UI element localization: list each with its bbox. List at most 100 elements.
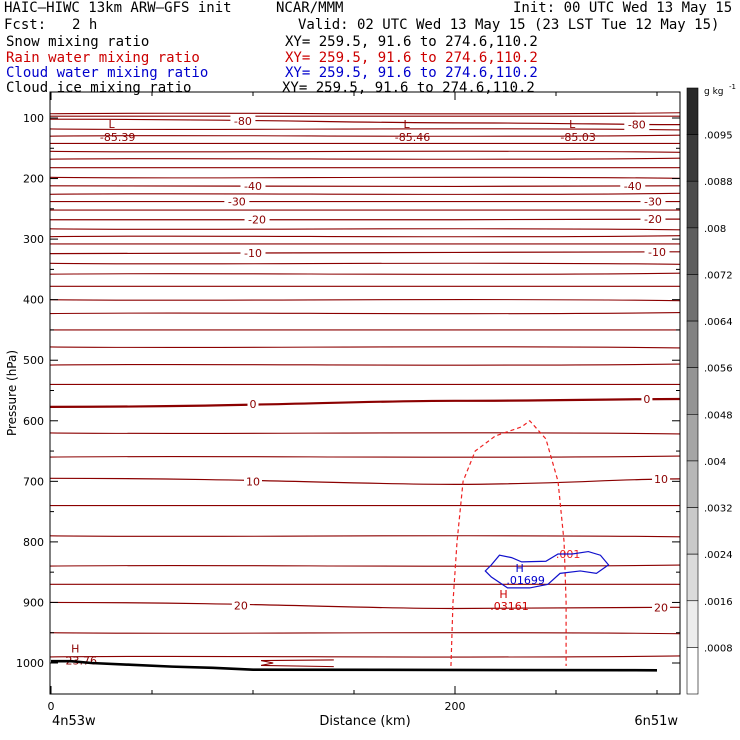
isotherm-line — [50, 228, 680, 231]
isotherm-line-labeled — [50, 218, 680, 221]
colorbar-label: .0088 — [704, 177, 733, 188]
contour-label-bg — [224, 195, 250, 208]
contour-label-bg — [640, 195, 666, 208]
valid-time: Valid: 02 UTC Wed 13 May 15 (23 LST Tue … — [298, 17, 720, 33]
contour-label-bg — [244, 213, 270, 226]
colorbar-swatch — [686, 134, 699, 182]
field-xy-cloud-water: XY= 259.5, 91.6 to 274.6,110.2 — [285, 65, 538, 81]
colorbar-swatch — [686, 274, 699, 322]
y-tick-label: 500 — [23, 354, 44, 367]
isotherm-line — [50, 192, 680, 196]
contour-label-bg — [644, 245, 670, 258]
isotherm-line — [50, 655, 680, 658]
contour-label-bg — [247, 397, 259, 410]
y-tick-label: 100 — [23, 112, 44, 125]
colorbar-label: .0048 — [704, 410, 733, 421]
isotherm-line — [50, 455, 680, 458]
y-tick-label: 900 — [23, 596, 44, 609]
colorbar-unit: g kg — [704, 87, 724, 97]
colorbar-label: .0072 — [704, 270, 733, 281]
contour-label-bg — [230, 114, 256, 127]
isotherm-line — [50, 176, 680, 179]
isotherm-line — [50, 432, 680, 435]
contour-label: 20 — [654, 601, 668, 614]
field-xy-rain: XY= 259.5, 91.6 to 274.6,110.2 — [285, 50, 538, 66]
surface-isotherm — [260, 659, 334, 668]
isotherm-line — [50, 157, 680, 160]
right-endpoint-label: 6n51w — [634, 714, 678, 729]
contour-label: -10 — [244, 247, 262, 260]
contour-label: -80 — [234, 115, 252, 128]
field-name-snow: Snow mixing ratio — [6, 34, 150, 50]
isotherm-line-labeled — [50, 397, 680, 408]
contour-label: -30 — [228, 196, 246, 209]
colorbar-swatch — [686, 414, 699, 462]
colorbar-label: .0056 — [704, 364, 733, 375]
high-marker: H — [499, 588, 507, 601]
y-tick-label: 1000 — [16, 657, 44, 670]
y-axis-label: Pressure (hPa) — [5, 350, 19, 436]
high-marker: H — [71, 643, 79, 656]
colorbar-swatch — [686, 320, 699, 368]
contour-label-bg — [244, 475, 262, 488]
low-marker: L — [403, 118, 410, 131]
contour-label: -80 — [628, 118, 646, 131]
contour-label: 10 — [654, 473, 668, 486]
colorbar-swatch — [686, 227, 699, 275]
contour-label-bg — [652, 472, 671, 485]
colorbar-swatch — [686, 460, 699, 508]
high-value: .01699 — [506, 574, 545, 587]
forecast-value: 2 h — [72, 17, 98, 33]
colorbar-swatch — [686, 87, 699, 135]
colorbar-swatch — [686, 600, 699, 648]
colorbar-label: .0064 — [704, 317, 733, 328]
y-tick-label: 200 — [23, 173, 44, 186]
contour-label: 0 — [250, 398, 257, 411]
contour-label: -10 — [648, 246, 666, 259]
colorbar-swatch — [686, 647, 699, 695]
y-tick-label: 800 — [23, 536, 44, 549]
high-marker: H — [515, 562, 523, 575]
contour-label-bg — [624, 118, 650, 131]
high-value: .03161 — [490, 600, 529, 613]
contour-label-bg — [640, 213, 666, 226]
isotherm-line-labeled — [50, 251, 680, 255]
isotherm-line — [50, 128, 680, 131]
colorbar-swatch — [686, 553, 699, 602]
contour-label: 10 — [246, 475, 260, 488]
colorbar-label: .0008 — [704, 643, 733, 654]
isotherm-line — [50, 112, 680, 115]
isotherm-line — [50, 632, 680, 635]
x-axis-label: Distance (km) — [319, 714, 410, 729]
field-xy-snow: XY= 259.5, 91.6 to 274.6,110.2 — [285, 34, 538, 50]
plot-frame — [49, 91, 681, 695]
colorbar-label: .0032 — [704, 504, 733, 515]
isotherm-line — [50, 262, 680, 265]
isotherm-line — [50, 346, 680, 349]
colorbar-label: .0095 — [704, 131, 733, 142]
isotherm-line — [50, 134, 680, 137]
isotherm-line — [50, 298, 680, 302]
isotherm-line-labeled — [50, 185, 680, 188]
colorbar-label: .0016 — [704, 597, 733, 608]
y-tick-label: 600 — [23, 415, 44, 428]
left-endpoint-label: 4n53w — [52, 714, 96, 729]
isotherm-line — [50, 564, 680, 567]
y-tick-label: 700 — [23, 475, 44, 488]
y-tick-label: 300 — [23, 233, 44, 246]
colorbar-swatch — [686, 367, 699, 415]
init-time: Init: 00 UTC Wed 13 May 15 — [513, 0, 733, 16]
colorbar-label: .008 — [704, 224, 726, 235]
isotherm-line-labeled — [50, 118, 680, 126]
contour-label-bg — [240, 247, 266, 260]
low-value: -85.03 — [560, 131, 595, 144]
contour-label-bg — [652, 601, 671, 614]
organization: NCAR/MMM — [276, 0, 344, 16]
contour-label-bg — [231, 599, 250, 612]
isotherm-line-labeled — [50, 477, 680, 485]
forecast-label: Fcst: — [4, 17, 47, 33]
cloud-water-contour — [484, 550, 610, 589]
